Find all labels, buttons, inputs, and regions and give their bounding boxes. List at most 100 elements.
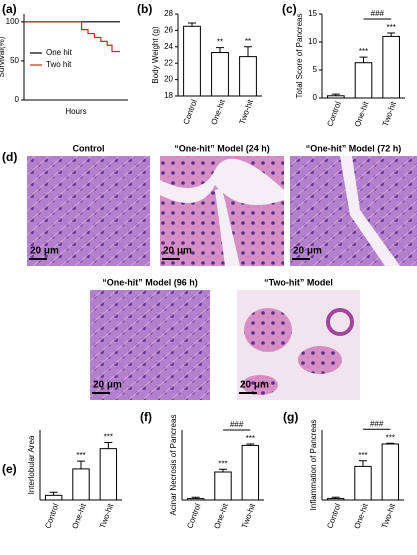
y-tick-label: 0	[15, 95, 20, 104]
bar	[241, 444, 260, 501]
bar	[211, 52, 229, 97]
panel-label: (g)	[283, 410, 298, 424]
bracket-label: ###	[371, 9, 385, 18]
histology-images	[27, 156, 417, 400]
error-bar	[331, 496, 340, 499]
scale-bar	[92, 392, 110, 394]
x-tick-label: Control	[325, 100, 342, 128]
bar	[214, 471, 232, 501]
y-axis-label: Acinar Necrosis of Pancreas	[169, 415, 178, 516]
y-tick-label: 15	[308, 9, 317, 18]
image-title: “One-hit” Model (24 h)	[174, 143, 270, 153]
image-72h	[290, 156, 417, 266]
scale-bar	[29, 258, 47, 260]
error-bar	[219, 468, 227, 472]
x-tick-label: Control	[182, 98, 199, 126]
error-bar	[244, 46, 252, 57]
y-tick-label: 26	[164, 26, 173, 35]
error-bar	[77, 460, 85, 469]
x-tick-label: Two-hit	[98, 502, 116, 530]
image-24h	[160, 156, 284, 266]
error-bar	[216, 47, 224, 53]
significance: ***	[359, 47, 368, 56]
image-title: “One-hit” Model (72 h)	[306, 143, 402, 153]
bracket-label: ###	[370, 419, 384, 428]
error-bar	[386, 442, 395, 444]
y-tick-label: 24	[164, 42, 173, 51]
bar	[183, 25, 201, 97]
x-tick-label: Control	[185, 502, 202, 530]
y-tick-label: 50	[10, 56, 19, 65]
x-tick-label: Two-hit	[381, 100, 399, 128]
x-tick-label: One-hit	[353, 100, 371, 128]
panel-label: (d)	[2, 150, 17, 164]
scale-label: 20 μm	[240, 380, 269, 391]
series-line	[24, 21, 120, 53]
x-axis-label: Hours	[65, 107, 86, 116]
significance: ***	[358, 451, 367, 460]
image-control	[27, 156, 150, 266]
panel-label: (b)	[137, 2, 152, 16]
bar	[327, 95, 345, 99]
significance: ***	[246, 434, 255, 443]
y-axis-label: Survival(%)	[0, 36, 6, 77]
error-bar	[104, 441, 113, 449]
significance: ***	[104, 433, 113, 442]
bar	[72, 468, 90, 501]
x-tick-label: One-hit	[70, 502, 88, 530]
scale-bar	[162, 258, 180, 260]
error-bar	[359, 56, 368, 63]
y-tick-label: 22	[164, 58, 173, 67]
panel-label: (a)	[2, 2, 17, 16]
bar	[381, 443, 400, 501]
error-bar	[246, 443, 255, 446]
y-tick-label: 0	[313, 93, 318, 102]
image-two-hit	[237, 290, 360, 400]
bar	[326, 498, 345, 501]
y-tick-label: 10	[308, 37, 317, 46]
x-tick-label: Control	[325, 502, 342, 530]
panel-label: (f)	[140, 410, 152, 424]
significance: ***	[218, 459, 227, 468]
scale-bar	[239, 392, 257, 394]
bar	[382, 35, 400, 99]
x-tick-label: One-hit	[352, 502, 370, 530]
y-tick-label: 20	[164, 75, 173, 84]
x-tick-label: Two-hit	[240, 502, 258, 530]
x-tick-label: One-hit	[209, 98, 227, 126]
significance: ***	[386, 433, 395, 442]
significance: ***	[76, 451, 85, 460]
y-tick-label: 18	[164, 91, 173, 100]
significance: **	[245, 37, 251, 46]
bar	[354, 465, 372, 501]
bar	[186, 498, 205, 501]
scale-bar	[292, 258, 310, 260]
y-tick-label: 100	[6, 17, 20, 26]
panel-label: (c)	[282, 2, 297, 16]
x-tick-label: Two-hit	[238, 98, 256, 126]
bracket-label: ###	[230, 420, 244, 429]
y-axis-label: Total Score of Pancreas	[295, 14, 304, 99]
scale-label: 20 μm	[30, 246, 59, 257]
image-title: “One-hit” Model (96 h)	[102, 277, 198, 287]
significance: ***	[386, 23, 395, 32]
y-tick-label: 28	[164, 9, 173, 18]
error-bar	[49, 491, 58, 496]
legend-label: Two hit	[46, 60, 72, 69]
image-96h	[90, 290, 210, 400]
y-axis-label: Body Weight (g)	[151, 26, 160, 84]
error-bar	[331, 93, 340, 96]
y-axis-label: Inflammation of Pancreas	[309, 420, 318, 511]
bar	[354, 62, 373, 99]
legend-label: One hit	[46, 48, 73, 57]
error-bar	[191, 496, 200, 499]
y-tick-label: 5	[313, 65, 318, 74]
bar	[239, 56, 257, 97]
error-bar	[188, 22, 196, 27]
error-bar	[359, 460, 367, 467]
scale-label: 20 μm	[93, 380, 122, 391]
image-title: “Two-hit” Model	[264, 277, 333, 287]
image-title: Control	[73, 143, 105, 153]
